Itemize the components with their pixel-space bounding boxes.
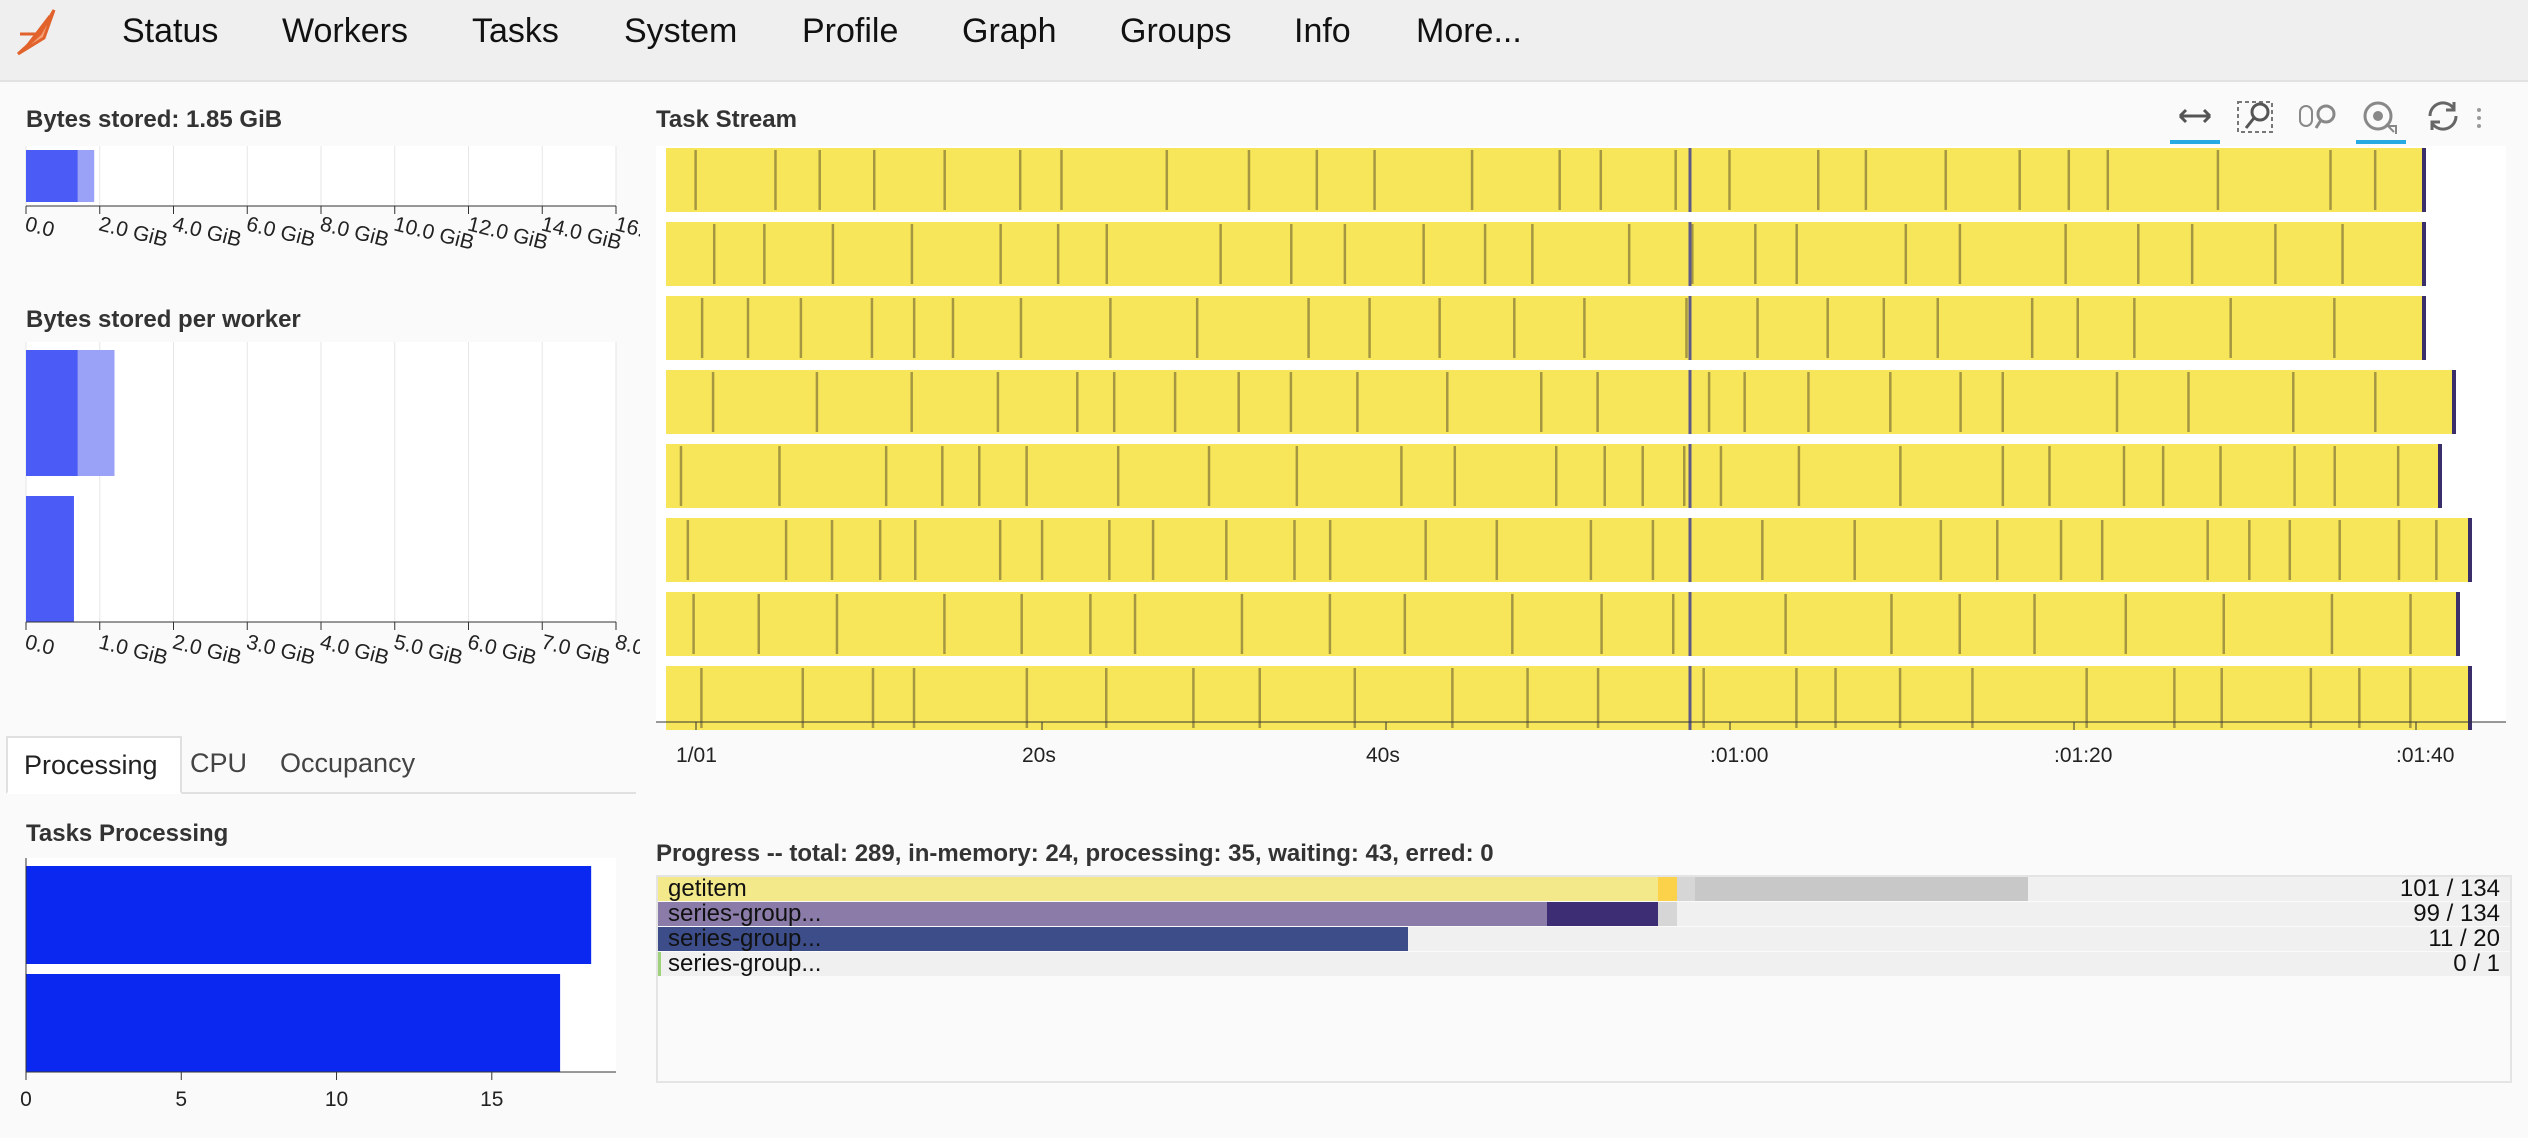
reset-tool-button[interactable] xyxy=(2356,96,2406,144)
task-stream-chart: 1/01 20s 40s :01:00 :01:20 :01:40 xyxy=(656,146,2506,767)
reset-zoom-icon xyxy=(2363,101,2397,134)
progress-done-segment xyxy=(658,877,1659,901)
x-tick-label: 7.0 GiB xyxy=(539,631,613,670)
progress-row-count: 101 / 134 xyxy=(2399,875,2500,902)
progress-processing-segment xyxy=(1658,902,1677,926)
progress-done-segment xyxy=(658,927,1409,951)
x-tick-label: 1.0 GiB xyxy=(97,631,171,670)
progress-row-label: series-group... xyxy=(668,900,822,927)
task-lane xyxy=(666,296,2426,360)
bytes-stored-title: Bytes stored: 1.85 GiB xyxy=(26,106,283,133)
x-tick-label: 0 xyxy=(20,1088,32,1111)
task-lane xyxy=(666,148,2426,212)
refresh-icon xyxy=(2428,101,2458,131)
progress-row-count: 0 / 1 xyxy=(2453,950,2500,977)
progress-panel: getitem 101 / 134 series-group... 99 / 134 s… xyxy=(656,875,2512,1083)
bytes-per-worker-title: Bytes stored per worker xyxy=(26,306,301,333)
toolbar-grip-icon[interactable] xyxy=(2476,104,2482,132)
stored-bar xyxy=(26,150,78,202)
tasks-processing-title: Tasks Processing xyxy=(26,820,229,847)
x-tick-label: 2.0 GiB xyxy=(170,631,244,670)
bytes-per-worker-chart: 0.0 1.0 GiB 2.0 GiB 3.0 GiB 4.0 GiB 5.0 GiB 6.… xyxy=(23,342,640,670)
progress-row-label: series-group... xyxy=(668,925,822,952)
x-tick-label: :01:00 xyxy=(1710,744,1768,767)
task-lane xyxy=(666,222,2426,286)
x-tick-label: 12.0 GiB xyxy=(465,213,550,255)
x-tick-label: :01:40 xyxy=(2396,744,2454,767)
nav-tasks[interactable]: Tasks xyxy=(472,12,559,50)
worker-stored-bar xyxy=(26,496,74,622)
progress-row-label: getitem xyxy=(668,875,747,902)
x-tick-label: 1/01 xyxy=(676,744,717,767)
nav-graph[interactable]: Graph xyxy=(962,12,1057,50)
x-tick-label: 0.0 xyxy=(23,213,57,242)
box-zoom-icon xyxy=(2237,101,2273,133)
progress-row-count: 11 / 20 xyxy=(2428,925,2500,952)
worker-stored-bar xyxy=(26,350,78,476)
task-lane xyxy=(666,666,2472,730)
wheel-zoom-button[interactable] xyxy=(2294,96,2344,140)
nav-workers[interactable]: Workers xyxy=(282,12,408,50)
x-tick-label: 5.0 GiB xyxy=(392,631,466,670)
x-tick-label: 10.0 GiB xyxy=(392,213,477,255)
task-lane xyxy=(666,370,2456,434)
pan-tool-button[interactable] xyxy=(2170,96,2220,144)
pan-arrows-icon xyxy=(2178,108,2212,124)
progress-done-segment xyxy=(658,952,661,976)
nav-status[interactable]: Status xyxy=(122,12,219,50)
x-tick-label: 2.0 GiB xyxy=(97,213,171,252)
nav-info[interactable]: Info xyxy=(1294,12,1351,50)
progress-row: getitem 101 / 134 xyxy=(658,875,2510,902)
progress-processing-segment xyxy=(1676,877,1696,901)
x-tick-label: 14.0 GiB xyxy=(539,213,624,255)
dask-logo-icon[interactable] xyxy=(10,4,66,60)
task-lane xyxy=(666,592,2460,656)
bytes-stored-chart: 0.0 2.0 GiB 4.0 GiB 6.0 GiB 8.0 GiB 10.0 GiB1… xyxy=(23,146,640,255)
x-tick-label: 4.0 GiB xyxy=(318,631,392,670)
top-nav: Status Workers Tasks System Profile Grap… xyxy=(0,0,2528,82)
progress-memory-segment xyxy=(1546,902,1659,926)
x-tick-label: 3.0 GiB xyxy=(244,631,318,670)
x-tick-label: 6.0 GiB xyxy=(465,631,539,670)
tab-occupancy[interactable]: Occupancy xyxy=(280,748,416,778)
progress-row: series-group... 11 / 20 xyxy=(658,925,2510,952)
progress-row: series-group... 99 / 134 xyxy=(658,900,2510,927)
task-lane xyxy=(666,518,2472,582)
wheel-zoom-icon xyxy=(2299,104,2336,129)
task-stream-title: Task Stream xyxy=(656,106,797,133)
refresh-tool-button[interactable] xyxy=(2418,96,2468,140)
processing-bar xyxy=(26,974,561,1072)
processing-bar xyxy=(26,866,592,964)
x-tick-label: 4.0 GiB xyxy=(170,213,244,252)
x-tick-label: 20s xyxy=(1022,744,1056,767)
x-tick-label: 15 xyxy=(480,1088,503,1111)
progress-row: series-group... 0 / 1 xyxy=(658,950,2510,977)
task-lane xyxy=(666,444,2442,508)
x-tick-label: :01:20 xyxy=(2054,744,2112,767)
progress-title: Progress -- total: 289, in-memory: 24, p… xyxy=(656,840,1494,867)
tab-cpu[interactable]: CPU xyxy=(190,748,248,778)
x-tick-label: 8.0 GiB xyxy=(613,631,640,670)
x-tick-label: 6.0 GiB xyxy=(244,213,318,252)
tab-processing[interactable]: Processing xyxy=(6,736,182,794)
worker-metric-tabs: Processing CPU Occupancy xyxy=(6,736,636,794)
nav-profile[interactable]: Profile xyxy=(802,12,899,50)
x-tick-label: 8.0 GiB xyxy=(318,213,392,252)
progress-waiting-segment xyxy=(1695,877,2029,901)
progress-done-segment xyxy=(658,902,1547,926)
nav-groups[interactable]: Groups xyxy=(1120,12,1232,50)
x-tick-label: 10 xyxy=(325,1088,348,1111)
box-zoom-button[interactable] xyxy=(2232,96,2282,140)
nav-more[interactable]: More... xyxy=(1416,12,1522,50)
nav-system[interactable]: System xyxy=(624,12,738,50)
progress-memory-segment xyxy=(1658,877,1677,901)
x-tick-label: 40s xyxy=(1366,744,1400,767)
progress-row-label: series-group... xyxy=(668,950,822,977)
progress-row-count: 99 / 134 xyxy=(2413,900,2500,927)
x-tick-label: 0.0 xyxy=(23,631,57,660)
tasks-processing-chart: 0 5 10 15 xyxy=(20,858,616,1111)
x-tick-label: 5 xyxy=(175,1088,187,1111)
